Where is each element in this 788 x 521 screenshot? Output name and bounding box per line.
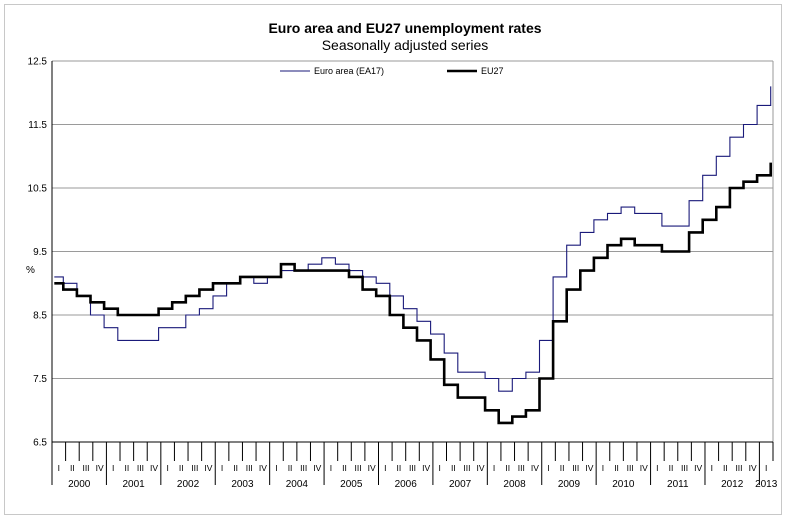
quarter-label: III: [627, 463, 634, 473]
quarter-label: II: [70, 463, 75, 473]
quarter-label: II: [451, 463, 456, 473]
quarter-label: II: [397, 463, 402, 473]
quarter-label: III: [518, 463, 525, 473]
year-label: 2006: [395, 479, 418, 490]
legend: Euro area (EA17) EU27: [280, 66, 504, 76]
quarter-label: I: [58, 463, 60, 473]
year-label: 2013: [755, 479, 778, 490]
quarter-label: II: [505, 463, 510, 473]
quarter-label: IV: [477, 463, 485, 473]
quarter-label: IV: [694, 463, 702, 473]
series-line-eu27: [54, 162, 772, 425]
y-axis-label: %: [26, 265, 35, 276]
year-label: 2005: [340, 479, 363, 490]
y-tick-label: 6.5: [33, 438, 47, 449]
y-tick-label: 7.5: [33, 374, 47, 385]
y-tick-label: 10.5: [28, 184, 48, 195]
quarter-label: I: [493, 463, 495, 473]
quarter-label: IV: [640, 463, 648, 473]
quarter-label: I: [166, 463, 168, 473]
y-tick-label: 8.5: [33, 311, 47, 322]
quarter-label: IV: [96, 463, 104, 473]
quarter-label: III: [82, 463, 89, 473]
quarter-label: III: [355, 463, 362, 473]
legend-label: EU27: [481, 66, 504, 76]
quarter-label: IV: [422, 463, 430, 473]
quarter-label: I: [439, 463, 441, 473]
y-axis-ticks: 12.5 11.5 10.5 9.5 8.5 7.5 6.5: [28, 57, 48, 449]
legend-label: Euro area (EA17): [314, 66, 384, 76]
quarter-label: I: [275, 463, 277, 473]
quarter-label: III: [246, 463, 253, 473]
y-tick-label: 11.5: [28, 120, 47, 131]
quarter-label: II: [614, 463, 619, 473]
quarter-label: I: [765, 463, 767, 473]
quarter-label: II: [179, 463, 184, 473]
quarter-label: II: [342, 463, 347, 473]
quarter-label: III: [191, 463, 198, 473]
quarter-label: III: [681, 463, 688, 473]
quarter-label: II: [233, 463, 238, 473]
quarter-label: III: [300, 463, 307, 473]
year-label: 2002: [177, 479, 200, 490]
quarter-label: IV: [204, 463, 212, 473]
quarter-label: I: [112, 463, 114, 473]
quarter-label: III: [409, 463, 416, 473]
year-label: 2008: [503, 479, 526, 490]
year-label: 2000: [68, 479, 91, 490]
chart-subtitle: Seasonally adjusted series: [322, 37, 489, 53]
quarter-label: I: [547, 463, 549, 473]
year-label: 2012: [721, 479, 744, 490]
quarter-label: III: [735, 463, 742, 473]
quarter-label: IV: [531, 463, 539, 473]
quarter-label: IV: [259, 463, 267, 473]
quarter-label: III: [137, 463, 144, 473]
chart-title: Euro area and EU27 unemployment rates: [268, 20, 541, 36]
chart-frame: Euro area and EU27 unemployment rates Se…: [4, 4, 782, 515]
year-label: 2001: [122, 479, 145, 490]
quarter-label: III: [463, 463, 470, 473]
year-label: 2011: [667, 479, 689, 490]
quarter-label: IV: [749, 463, 757, 473]
quarter-label: II: [560, 463, 565, 473]
year-label: 2003: [231, 479, 254, 490]
quarter-label: III: [572, 463, 579, 473]
y-tick-label: 9.5: [33, 247, 47, 258]
quarter-label: I: [602, 463, 604, 473]
quarter-label: IV: [313, 463, 321, 473]
quarter-label: I: [711, 463, 713, 473]
quarter-label: I: [656, 463, 658, 473]
x-axis: I II III IV I II III IV I II III IV I II III IV I II III IV…: [51, 441, 778, 490]
unemployment-line-chart: Euro area and EU27 unemployment rates Se…: [26, 20, 778, 490]
quarter-label: IV: [368, 463, 376, 473]
year-label: 2010: [612, 479, 635, 490]
series-lines: [54, 86, 772, 425]
quarter-label: IV: [150, 463, 158, 473]
series-line-ea17: [54, 86, 772, 392]
quarter-label: II: [669, 463, 674, 473]
quarter-label: I: [221, 463, 223, 473]
quarter-label: II: [723, 463, 728, 473]
year-label: 2004: [286, 479, 309, 490]
quarter-label: I: [384, 463, 386, 473]
quarter-label: I: [330, 463, 332, 473]
quarter-label: II: [124, 463, 129, 473]
quarter-label: II: [288, 463, 293, 473]
year-label: 2007: [449, 479, 472, 490]
year-label: 2009: [558, 479, 581, 490]
quarter-label: IV: [585, 463, 593, 473]
y-tick-label: 12.5: [28, 57, 48, 68]
